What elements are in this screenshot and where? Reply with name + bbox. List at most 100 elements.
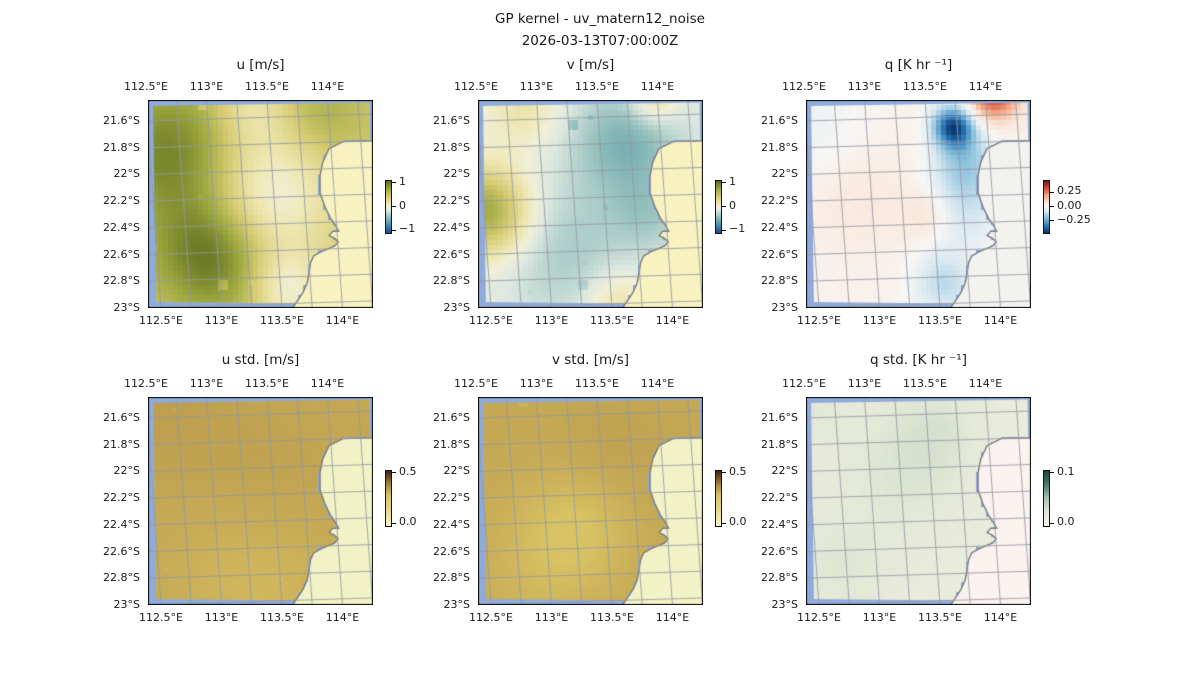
lon-tick-top-u: 113.5°E: [245, 80, 289, 93]
colorbar-tick-v_std: [722, 472, 726, 474]
lon-tick-top-q: 114°E: [968, 80, 1003, 93]
colorbar-tick-u: [392, 229, 396, 232]
lat-tick-v_std: 22°S: [443, 464, 470, 478]
lon-tick-bottom-u: 112.5°E: [139, 314, 183, 327]
lat-tick-u_std: 21.6°S: [103, 411, 140, 424]
lon-tick-top-q_std: 113.5°E: [903, 377, 947, 390]
lon-tick-top-v_std: 113°E: [519, 377, 554, 390]
lat-tick-u: 22°S: [113, 167, 140, 181]
lat-tick-u_std: 22.6°S: [103, 544, 140, 558]
lon-tick-top-q_std: 113°E: [847, 377, 882, 390]
colorbar-label-u_std: 0.5: [399, 464, 417, 478]
panel-title-v_std: v std. [m/s]: [551, 352, 630, 368]
colorbar-tick-q: [1050, 220, 1054, 222]
map-panel-v_std: [478, 397, 703, 605]
lat-tick-v_std: 22.2°S: [433, 491, 470, 505]
lon-tick-bottom-u: 113.5°E: [260, 314, 304, 327]
lat-tick-v_std: 22.4°S: [433, 517, 470, 531]
colorbar-label-u: 1: [399, 174, 406, 188]
lon-tick-bottom-u_std: 113.5°E: [260, 611, 304, 624]
lon-tick-bottom-q: 114°E: [983, 314, 1018, 327]
lon-tick-bottom-q_std: 114°E: [983, 611, 1018, 624]
panel-title-q: q [K hr ⁻¹]: [884, 57, 953, 73]
lat-tick-u_std: 22.8°S: [103, 571, 140, 585]
lon-tick-top-v: 114°E: [640, 80, 675, 93]
lon-tick-bottom-u_std: 113°E: [204, 611, 239, 624]
colorbar-u: [385, 180, 392, 234]
lon-tick-top-v_std: 114°E: [640, 377, 675, 390]
colorbar-tick-q: [1050, 206, 1054, 208]
colorbar-tick-v: [722, 206, 726, 208]
colorbar-label-u: −1: [399, 222, 416, 236]
colorbar-label-q_std: 0.0: [1057, 515, 1075, 529]
colorbar-label-u_std: 0.0: [399, 515, 417, 529]
colorbar-label-v_std: 0.0: [729, 515, 747, 529]
lat-tick-v: 22.4°S: [433, 220, 470, 234]
lat-tick-u: 22.4°S: [103, 220, 140, 234]
lon-tick-bottom-v_std: 113°E: [534, 611, 569, 624]
colorbar-label-v: 1: [729, 174, 736, 188]
lat-tick-q: 23°S: [771, 300, 798, 314]
lat-tick-u_std: 22.2°S: [103, 491, 140, 505]
map-panel-u: [148, 100, 373, 308]
lon-tick-top-u: 113°E: [189, 80, 224, 93]
lon-tick-bottom-v_std: 114°E: [655, 611, 690, 624]
colorbar-label-v: −1: [729, 222, 746, 236]
lat-tick-q: 21.8°S: [761, 140, 798, 154]
colorbar-q_std: [1043, 470, 1050, 527]
lon-tick-top-u_std: 114°E: [310, 377, 345, 390]
colorbar-tick-u: [392, 182, 396, 184]
lon-tick-top-u_std: 113°E: [189, 377, 224, 390]
lat-tick-v_std: 21.8°S: [433, 437, 470, 451]
lon-tick-top-q_std: 114°E: [968, 377, 1003, 390]
lat-tick-q: 22.6°S: [761, 247, 798, 261]
lat-tick-v_std: 22.6°S: [433, 544, 470, 558]
colorbar-label-q_std: 0.1: [1057, 464, 1075, 478]
lon-tick-bottom-q: 112.5°E: [797, 314, 841, 327]
colorbar-tick-q_std: [1050, 522, 1054, 524]
colorbar-label-v: 0: [729, 198, 736, 212]
lon-tick-top-u_std: 112.5°E: [124, 377, 168, 390]
lon-tick-bottom-v: 112.5°E: [469, 314, 513, 327]
colorbar-tick-u_std: [392, 522, 396, 524]
colorbar-v_std: [715, 470, 722, 527]
colorbar-q: [1043, 180, 1050, 234]
lon-tick-top-v: 112.5°E: [454, 80, 498, 93]
colorbar-tick-q: [1050, 191, 1054, 194]
lat-tick-q_std: 22.8°S: [761, 571, 798, 585]
lon-tick-top-v: 113.5°E: [575, 80, 619, 93]
lon-tick-top-u_std: 113.5°E: [245, 377, 289, 390]
lat-tick-v: 21.6°S: [433, 114, 470, 127]
map-panel-q: [806, 100, 1031, 308]
lon-tick-bottom-u_std: 112.5°E: [139, 611, 183, 624]
lat-tick-u: 23°S: [113, 300, 140, 314]
lat-tick-v: 23°S: [443, 300, 470, 314]
lat-tick-q_std: 21.8°S: [761, 437, 798, 451]
lon-tick-top-q_std: 112.5°E: [782, 377, 826, 390]
lat-tick-q_std: 22°S: [771, 464, 798, 478]
lon-tick-top-v_std: 112.5°E: [454, 377, 498, 390]
colorbar-tick-q_std: [1050, 472, 1054, 474]
lon-tick-bottom-v: 113.5°E: [590, 314, 634, 327]
colorbar-tick-v: [722, 182, 726, 184]
lat-tick-q_std: 22.6°S: [761, 544, 798, 558]
lat-tick-u_std: 23°S: [113, 597, 140, 611]
colorbar-tick-u: [392, 206, 396, 208]
lon-tick-bottom-v: 113°E: [534, 314, 569, 327]
panel-title-u_std: u std. [m/s]: [221, 352, 300, 368]
colorbar-tick-v_std: [722, 522, 726, 524]
lat-tick-q: 22.2°S: [761, 194, 798, 208]
lon-tick-top-q: 113.5°E: [903, 80, 947, 93]
lat-tick-u_std: 22°S: [113, 464, 140, 478]
lon-tick-bottom-q: 113.5°E: [918, 314, 962, 327]
lon-tick-top-q: 113°E: [847, 80, 882, 93]
lon-tick-bottom-q: 113°E: [862, 314, 897, 327]
panel-title-q_std: q std. [K hr ⁻¹]: [870, 352, 967, 368]
lat-tick-u: 22.8°S: [103, 274, 140, 288]
colorbar-label-v_std: 0.5: [729, 464, 747, 478]
lat-tick-u: 21.8°S: [103, 140, 140, 154]
map-panel-u_std: [148, 397, 373, 605]
figure-title-line2: 2026-03-13T07:00:00Z: [521, 33, 679, 49]
lat-tick-v: 21.8°S: [433, 140, 470, 154]
